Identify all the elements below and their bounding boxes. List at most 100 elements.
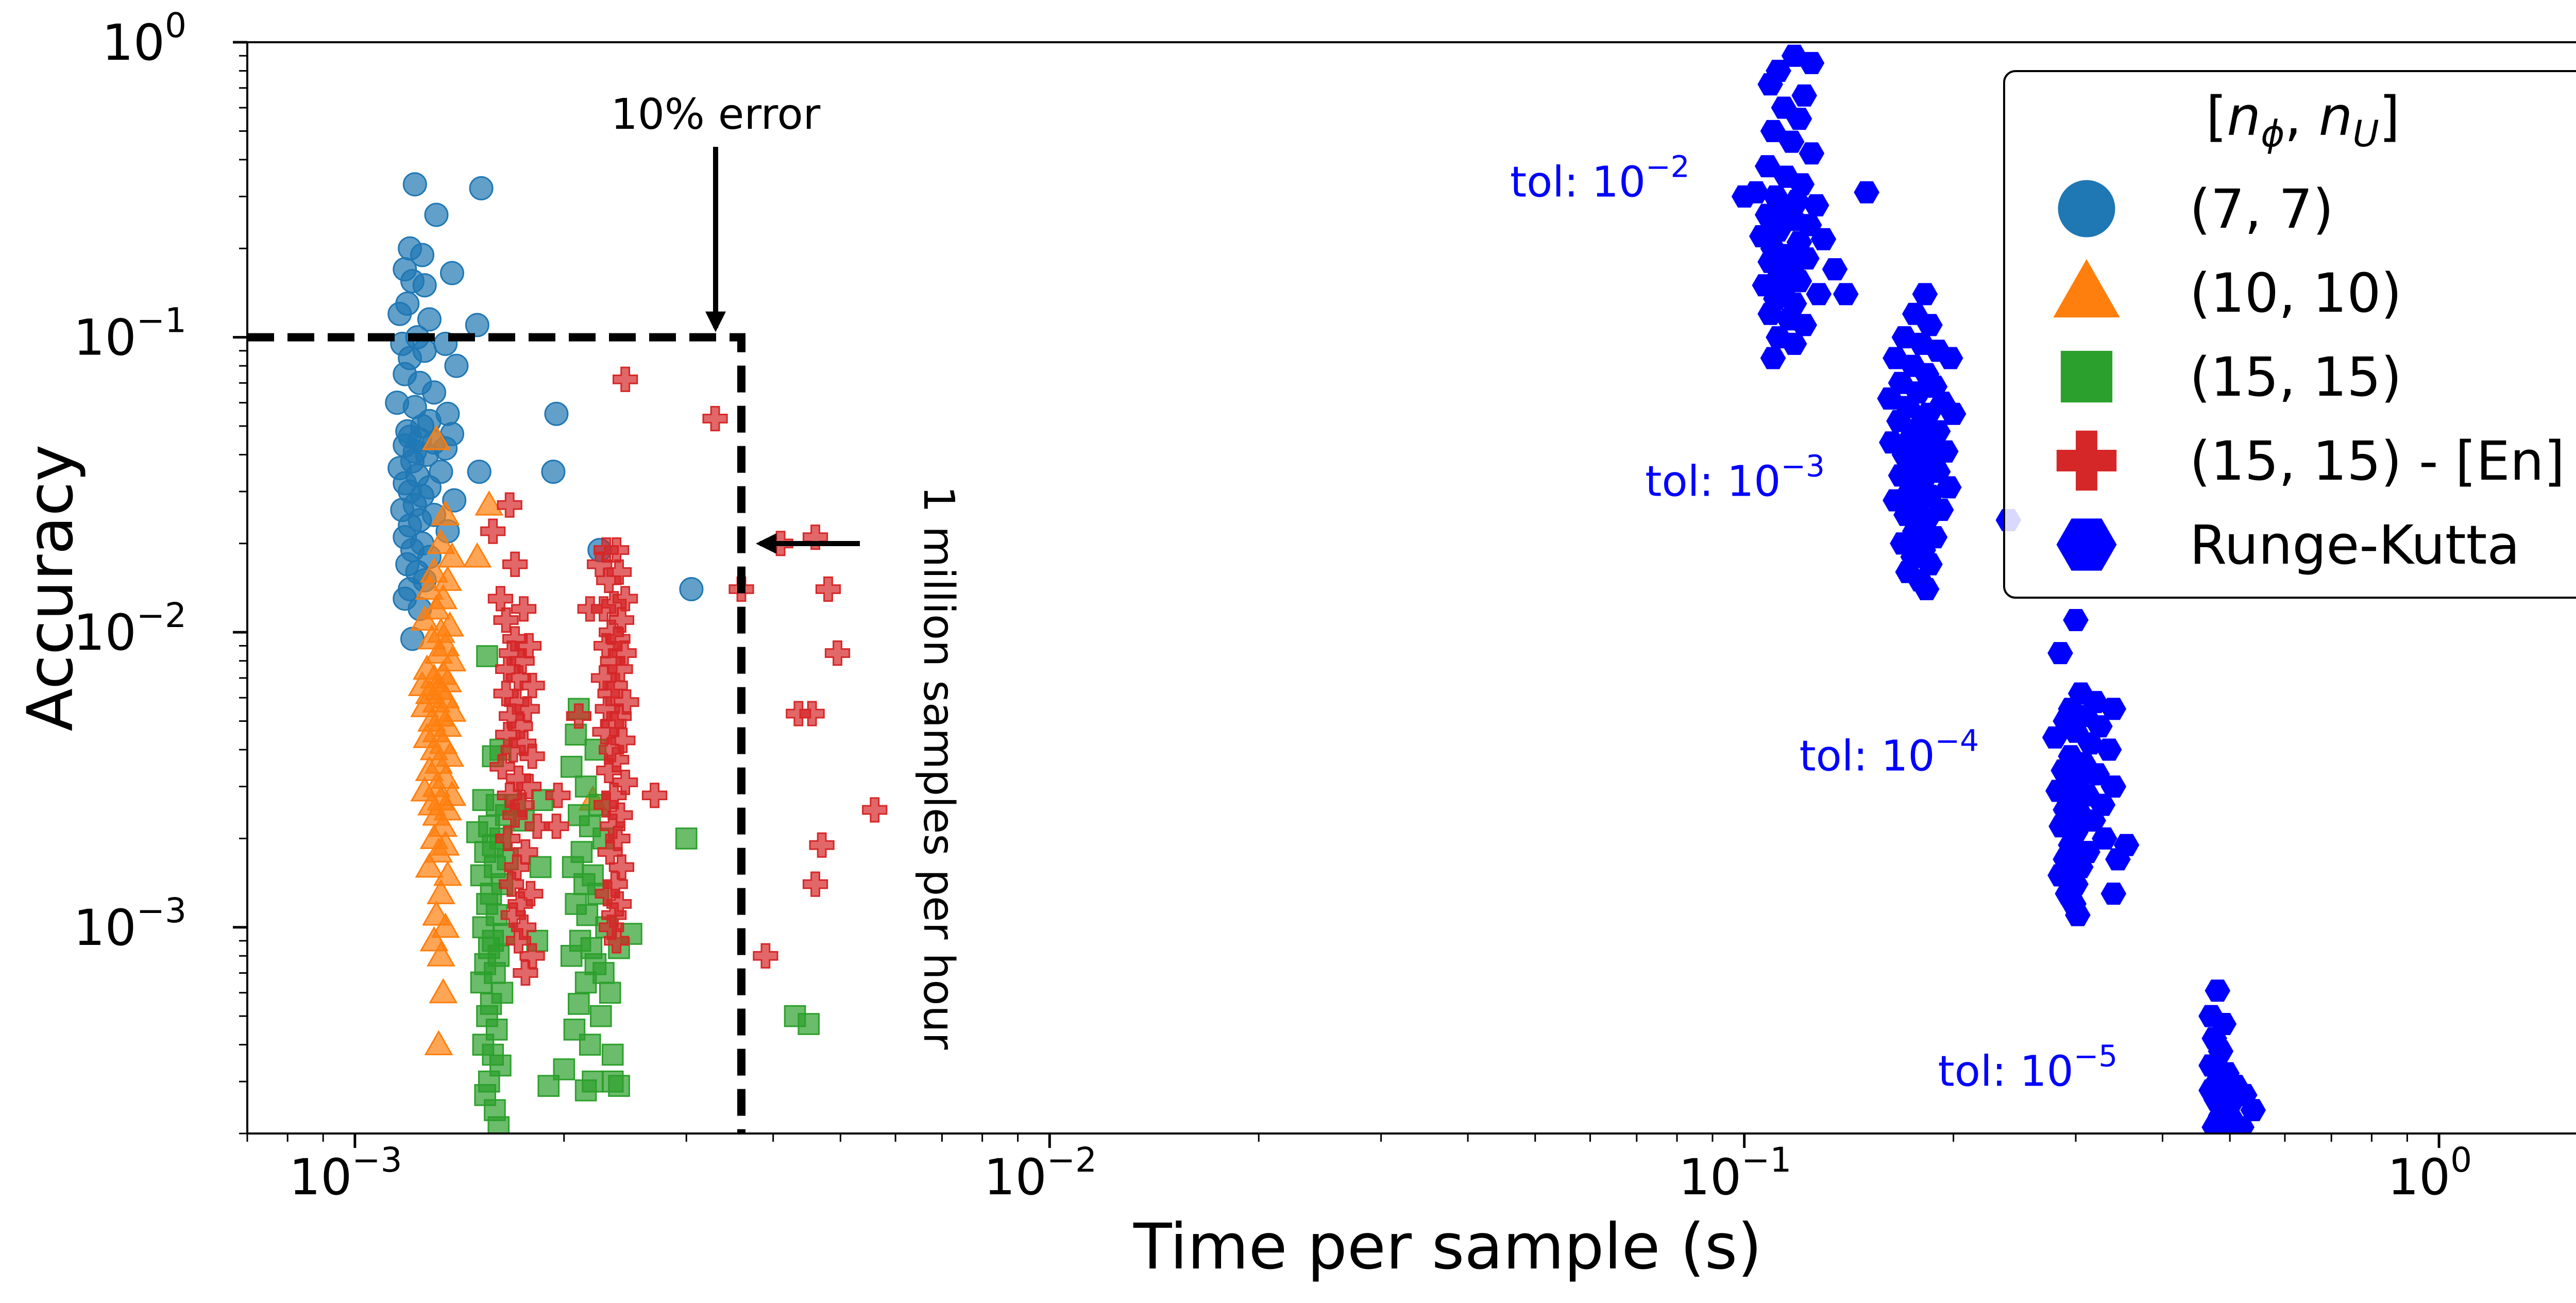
data-point <box>1822 258 1848 281</box>
series-plus <box>480 366 888 986</box>
series-triangle <box>408 425 607 1056</box>
data-point <box>424 638 453 664</box>
data-point <box>426 879 455 905</box>
data-point <box>2047 642 2073 665</box>
legend-entry: (7, 7) <box>2058 178 2334 241</box>
legend-label: (15, 15) <box>2190 346 2402 409</box>
data-point <box>439 261 464 285</box>
data-point <box>566 703 591 729</box>
data-point <box>2092 827 2117 850</box>
data-point <box>433 860 462 886</box>
data-point <box>431 912 460 938</box>
data-point <box>1754 155 1781 178</box>
data-point <box>2100 775 2127 798</box>
legend-marker <box>2056 430 2117 491</box>
data-point <box>1833 283 1859 306</box>
y-tick-label: 100 <box>102 6 187 72</box>
data-point <box>513 839 538 865</box>
data-point <box>513 960 538 986</box>
data-point <box>1799 142 1825 165</box>
data-point <box>577 596 603 622</box>
data-point <box>417 307 442 332</box>
data-point <box>613 366 638 392</box>
data-point <box>1933 440 1959 463</box>
data-point <box>410 605 439 631</box>
data-point <box>545 783 571 808</box>
data-point <box>2067 856 2094 878</box>
data-point <box>424 1030 453 1056</box>
data-point <box>402 172 427 197</box>
data-point <box>601 1043 624 1066</box>
data-point <box>799 701 825 726</box>
data-point <box>415 574 444 600</box>
data-point <box>568 993 590 1015</box>
data-point <box>608 607 635 633</box>
data-point <box>2105 848 2131 871</box>
data-point <box>1791 84 1817 107</box>
series-circle <box>385 172 704 651</box>
x-axis-ticks: 10−3 10−2 10−1 100 <box>246 1133 2472 1206</box>
data-point <box>1731 185 1757 208</box>
data-point <box>516 773 542 800</box>
data-point <box>2065 904 2091 926</box>
annotations: 10% error 1 million samples per hour tol… <box>611 90 2118 1096</box>
data-point <box>702 405 728 432</box>
data-point <box>495 825 521 852</box>
data-point <box>504 854 530 880</box>
data-point <box>1883 347 1908 369</box>
data-point <box>574 971 597 994</box>
data-point <box>1757 73 1783 96</box>
data-point <box>422 594 451 620</box>
x-tick-label: 10−2 <box>984 1140 1097 1206</box>
data-point <box>487 1116 510 1133</box>
legend-entries: (7, 7) (10, 10) (15, 15) (15, 15) - [En] Run… <box>2053 178 2565 577</box>
data-point <box>424 837 453 863</box>
data-point <box>608 1075 630 1097</box>
data-point <box>419 557 449 583</box>
data-point <box>1760 120 1786 142</box>
y-tick-label: 10−3 <box>74 891 187 957</box>
data-point <box>824 640 851 666</box>
legend-label: Runge-Kutta <box>2190 514 2520 577</box>
data-point <box>1757 302 1783 325</box>
legend-entry: (15, 15) - [En] <box>2056 430 2565 493</box>
data-point <box>493 607 519 633</box>
data-point <box>444 353 469 378</box>
y-tick-label: 10−1 <box>74 301 187 367</box>
data-point <box>574 775 597 798</box>
data-point <box>1781 332 1807 355</box>
legend-entry: (15, 15) <box>2060 346 2402 409</box>
data-point <box>2100 698 2127 720</box>
data-markers <box>385 44 2266 1133</box>
data-point <box>437 542 467 568</box>
data-point <box>422 380 447 405</box>
data-point <box>613 769 638 796</box>
data-point <box>541 460 566 484</box>
data-point <box>2205 979 2231 1002</box>
data-point <box>574 1079 597 1102</box>
data-point <box>1786 108 1812 130</box>
data-point <box>544 401 569 426</box>
data-point <box>1778 130 1805 153</box>
data-point <box>2063 608 2089 631</box>
legend-label: (10, 10) <box>2190 262 2402 325</box>
data-point <box>467 460 492 484</box>
data-point <box>537 1075 560 1097</box>
threshold-lines <box>247 333 745 1133</box>
data-point <box>387 301 412 326</box>
data-point <box>1854 181 1879 204</box>
data-point <box>1810 228 1837 250</box>
data-point <box>476 645 498 667</box>
data-point <box>431 500 460 526</box>
data-point <box>590 1005 612 1027</box>
data-point <box>1760 347 1786 369</box>
data-point <box>502 802 528 828</box>
data-point <box>412 273 437 298</box>
data-point <box>410 243 435 267</box>
data-point <box>608 854 635 880</box>
data-point <box>1917 314 1943 336</box>
data-point <box>497 492 522 518</box>
data-point <box>474 490 504 516</box>
data-point <box>815 576 841 602</box>
